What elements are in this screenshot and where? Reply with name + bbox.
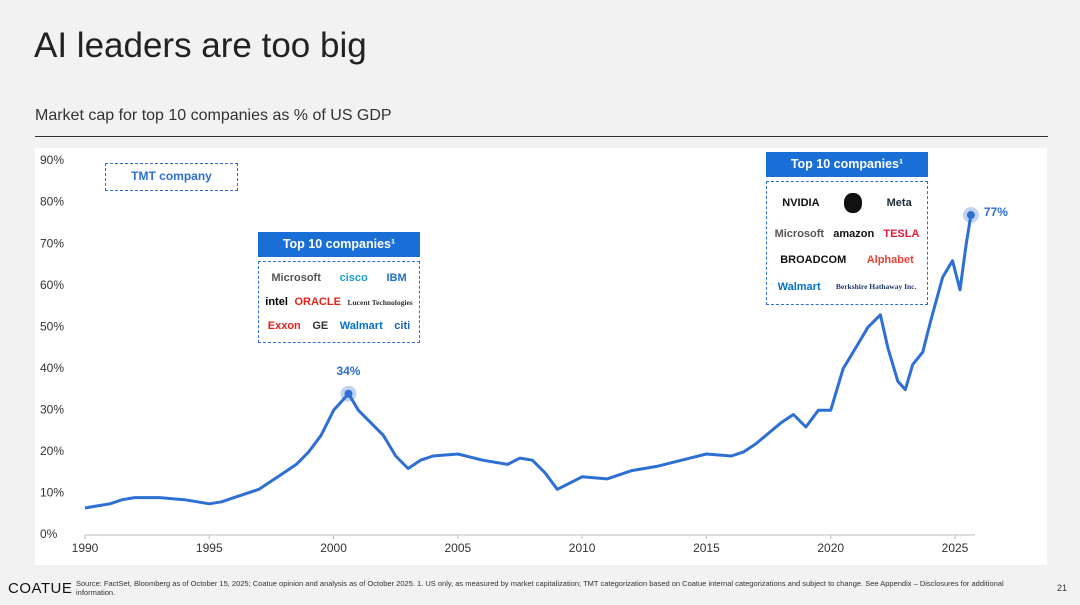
page-number: 21 [1057,583,1068,593]
company-logo-text: Exxon [267,320,301,332]
company-logo-text: Walmart [777,280,821,293]
annotation-label: 34% [336,364,360,378]
source-note: Source: FactSet, Bloomberg as of October… [76,579,1004,597]
callout-title: Top 10 companies¹ [766,152,928,177]
x-tick-label: 1995 [196,541,223,555]
annotation-label: 77% [984,205,1008,219]
line-series [84,214,973,510]
y-tick-label: 90% [40,153,64,167]
company-logo-text: amazon [833,227,875,240]
company-row: Exxon GE Walmart citi [262,320,416,332]
y-tick-label: 70% [40,236,64,250]
company-logo-text: IBM [386,272,407,284]
company-row: Walmart Berkshire Hathaway Inc. [770,281,924,293]
slide-title: AI leaders are too big [34,26,367,65]
divider [35,136,1048,137]
company-logo-text: ORACLE [294,296,341,308]
highlight-point [344,389,353,398]
chart-panel [35,148,1047,565]
y-tick-label: 60% [40,278,64,292]
x-tick-label: 2005 [445,541,472,555]
company-logo-text: Alphabet [866,254,914,267]
company-row: Microsoft amazon TESLA [770,228,924,240]
y-tick-label: 50% [40,319,64,333]
y-tick-label: 80% [40,195,64,209]
company-row: Microsoft cisco IBM [262,272,416,284]
company-logo-text: cisco [339,272,368,284]
company-logo-text: Microsoft [774,227,825,240]
y-tick-label: 20% [40,444,64,458]
company-logo-text: Microsoft [271,272,321,284]
callout-title: Top 10 companies¹ [258,232,420,257]
company-logo-text: GE [312,320,329,332]
company-logo-text: Lucent Technologies [347,297,413,307]
x-tick-label: 2015 [693,541,720,555]
legend: TMT company [105,163,238,191]
x-tick-label: 2020 [817,541,844,555]
x-tick-label: 2010 [569,541,596,555]
y-tick-label: 0% [40,527,58,541]
callout-box: Microsoft cisco IBM intel ORACLE Lucent Techn… [258,261,420,343]
company-logo-text: Walmart [339,320,383,332]
highlight-point [966,211,975,220]
slide-subtitle: Market cap for top 10 companies as % of … [35,107,392,124]
company-logo-text: citi [394,320,411,332]
y-tick-label: 30% [40,403,64,417]
company-logo-text: intel [265,296,288,308]
company-row: intel ORACLE Lucent Technologies [262,296,416,308]
x-tick-label: 2000 [320,541,347,555]
y-tick-label: 10% [40,486,64,500]
x-tick-label: 1990 [72,541,99,555]
company-row: BROADCOM Alphabet [770,254,924,266]
company-logo-text: NVIDIA [782,197,820,210]
company-logo-text: Berkshire Hathaway Inc. [835,282,917,292]
x-tick-label: 2025 [942,541,969,555]
company-row: NVIDIA Meta [770,193,924,214]
y-tick-label: 40% [40,361,64,375]
company-logo-text: Meta [886,197,912,210]
apple-icon [844,193,863,214]
callout-box: NVIDIA Meta Microsoft amazon TESLA BROADCOM Al… [766,181,928,305]
company-logo: COATUE [8,580,73,597]
company-logo-text: BROADCOM [780,254,847,267]
company-logo-text: TESLA [883,227,920,240]
